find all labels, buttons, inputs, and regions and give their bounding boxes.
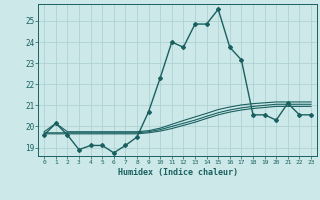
X-axis label: Humidex (Indice chaleur): Humidex (Indice chaleur) bbox=[118, 168, 238, 177]
